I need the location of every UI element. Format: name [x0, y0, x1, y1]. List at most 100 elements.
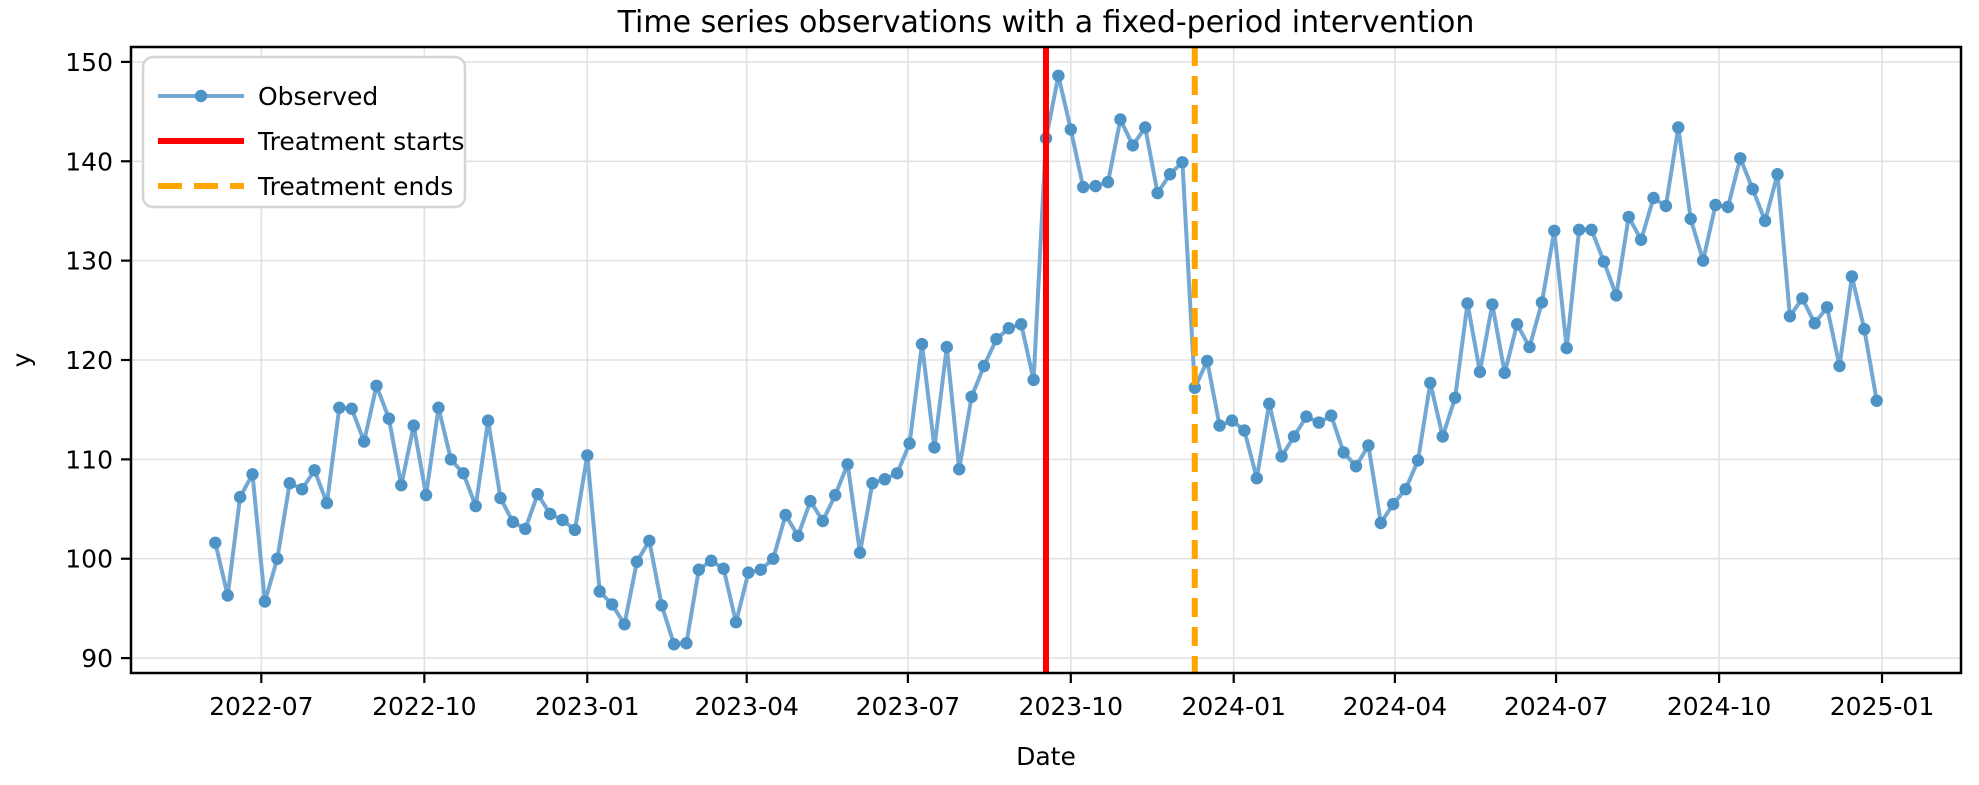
- data-point: [1300, 410, 1313, 423]
- data-point: [1833, 359, 1846, 373]
- data-point: [779, 508, 792, 522]
- data-point: [345, 402, 358, 415]
- data-point: [977, 359, 991, 373]
- data-point: [1796, 292, 1809, 305]
- legend-observed-marker: [194, 89, 208, 103]
- data-point: [1783, 310, 1797, 323]
- data-point: [667, 638, 681, 651]
- data-point: [903, 437, 916, 450]
- x-tick-label: 2023-07: [856, 692, 960, 721]
- data-point: [1672, 121, 1685, 134]
- data-point: [915, 337, 929, 351]
- x-tick-label: 2025-01: [1830, 692, 1934, 721]
- x-tick-label: 2023-01: [535, 692, 639, 721]
- data-point: [1746, 182, 1759, 196]
- data-point: [878, 473, 891, 486]
- legend-label: Treatment starts: [257, 127, 464, 156]
- data-point: [1734, 152, 1747, 165]
- data-point: [692, 563, 705, 576]
- data-point: [841, 458, 854, 471]
- data-point: [767, 552, 780, 565]
- data-point: [320, 496, 334, 510]
- data-point: [618, 618, 631, 631]
- data-point: [680, 637, 693, 650]
- data-point: [308, 464, 321, 477]
- data-point: [1238, 424, 1251, 437]
- x-tick-label: 2023-04: [694, 692, 798, 721]
- data-point: [1077, 180, 1090, 194]
- data-point: [506, 515, 520, 529]
- data-point: [370, 379, 383, 392]
- data-point: [246, 468, 259, 481]
- y-tick-label: 150: [65, 48, 113, 77]
- data-point: [1002, 322, 1015, 335]
- data-point: [655, 599, 668, 612]
- data-point: [1572, 223, 1586, 236]
- data-point: [1101, 175, 1115, 189]
- data-point: [1684, 212, 1697, 226]
- data-point: [754, 563, 767, 576]
- x-tick-label: 2022-10: [372, 692, 476, 721]
- data-point: [791, 529, 805, 543]
- data-point: [1771, 168, 1784, 181]
- data-point: [1411, 454, 1425, 467]
- data-point: [407, 419, 420, 432]
- data-point: [829, 488, 842, 502]
- x-tick-label: 2024-04: [1343, 692, 1447, 721]
- data-point: [605, 598, 619, 611]
- data-point: [891, 467, 904, 480]
- x-axis-label: Date: [1016, 742, 1076, 771]
- data-point: [804, 494, 817, 508]
- x-tick-label: 2022-07: [209, 692, 313, 721]
- data-point: [444, 453, 458, 466]
- data-point: [705, 554, 718, 567]
- data-point: [1473, 365, 1487, 379]
- data-point: [816, 514, 829, 528]
- y-tick-label: 110: [65, 445, 113, 474]
- data-point: [1126, 139, 1140, 152]
- data-point: [1510, 318, 1524, 331]
- data-point: [1064, 123, 1078, 136]
- data-point: [382, 412, 396, 425]
- data-point: [1139, 121, 1152, 134]
- x-tick-label: 2024-07: [1504, 692, 1608, 721]
- data-point: [1052, 69, 1065, 83]
- data-point: [357, 435, 371, 448]
- data-point: [543, 507, 557, 521]
- y-tick-label: 90: [81, 644, 113, 673]
- data-point: [643, 534, 656, 547]
- y-axis-label: y: [7, 352, 36, 367]
- data-point: [1325, 409, 1338, 422]
- data-point: [333, 401, 346, 414]
- data-point: [283, 477, 296, 490]
- data-point: [258, 595, 272, 608]
- y-tick-label: 120: [65, 346, 113, 375]
- data-point: [395, 479, 408, 492]
- data-point: [1436, 430, 1449, 443]
- data-point: [1486, 298, 1499, 311]
- data-point: [729, 616, 743, 629]
- data-point: [1250, 472, 1264, 485]
- data-point: [531, 487, 544, 501]
- data-point: [1845, 270, 1859, 283]
- data-point: [630, 555, 644, 568]
- data-point: [1225, 414, 1239, 427]
- data-point: [1263, 397, 1276, 410]
- data-point: [1275, 450, 1288, 463]
- legend-label: Treatment ends: [257, 172, 453, 201]
- data-point: [1659, 199, 1673, 213]
- data-point: [1188, 381, 1202, 394]
- data-point: [953, 463, 966, 476]
- data-point: [1696, 254, 1710, 267]
- data-point: [1287, 430, 1301, 443]
- data-point: [568, 523, 582, 537]
- data-point: [1858, 323, 1871, 336]
- data-point: [593, 585, 606, 598]
- intervention-lines-layer: [1043, 47, 1198, 673]
- data-point: [519, 522, 532, 536]
- legend-label: Observed: [258, 82, 378, 111]
- data-point: [1151, 186, 1164, 200]
- data-point: [990, 332, 1003, 346]
- x-tick-label: 2023-10: [1019, 692, 1123, 721]
- data-point: [1610, 289, 1623, 302]
